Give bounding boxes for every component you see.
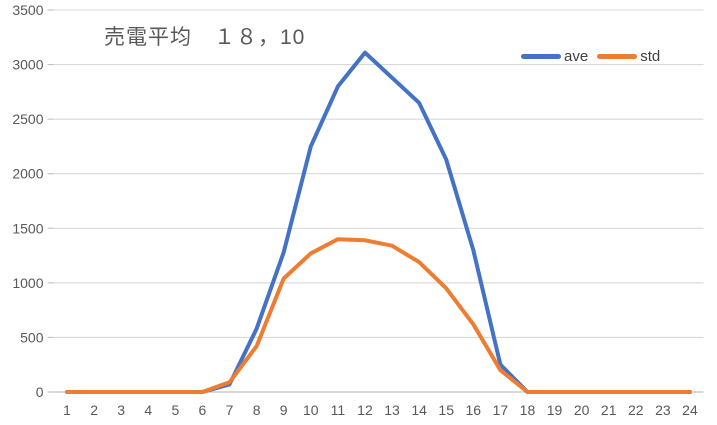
x-axis-tick-label: 24 xyxy=(682,402,698,418)
x-axis-tick-label: 6 xyxy=(199,402,207,418)
x-axis-tick-label: 5 xyxy=(171,402,179,418)
y-axis-tick-label: 3500 xyxy=(12,2,43,18)
x-axis-tick-label: 9 xyxy=(280,402,288,418)
x-axis-tick-label: 19 xyxy=(547,402,563,418)
legend-item-ave: ave xyxy=(521,49,588,64)
x-axis-tick-label: 22 xyxy=(628,402,644,418)
series-line-std xyxy=(65,237,692,394)
x-axis-tick-label: 14 xyxy=(411,402,427,418)
y-axis-tick-label: 1000 xyxy=(12,275,43,291)
y-axis-tick-label: 1500 xyxy=(12,220,43,236)
y-axis-tick-label: 0 xyxy=(36,384,44,400)
x-axis-tick-label: 13 xyxy=(384,402,400,418)
y-axis-tick-label: 2000 xyxy=(12,166,43,182)
x-axis-tick-label: 10 xyxy=(303,402,319,418)
x-axis-tick-label: 12 xyxy=(357,402,373,418)
x-axis-tick-label: 16 xyxy=(466,402,482,418)
series-line-ave xyxy=(65,50,692,394)
legend-swatch-std xyxy=(597,54,638,59)
x-axis-tick-label: 15 xyxy=(438,402,454,418)
y-axis-tick-label: 2500 xyxy=(12,111,43,127)
legend-label-std: std xyxy=(640,48,661,65)
x-axis-tick-label: 4 xyxy=(144,402,152,418)
x-axis-tick-label: 2 xyxy=(90,402,98,418)
legend-item-std: std xyxy=(597,49,660,64)
x-axis-tick-label: 7 xyxy=(226,402,234,418)
x-axis-tick-label: 21 xyxy=(601,402,617,418)
chart-legend: ave std xyxy=(521,49,660,64)
x-axis-tick-label: 17 xyxy=(493,402,509,418)
x-axis-tick-label: 18 xyxy=(520,402,536,418)
legend-swatch-ave xyxy=(521,54,561,59)
y-axis-tick-label: 500 xyxy=(20,329,44,345)
x-axis-tick-label: 11 xyxy=(331,402,346,418)
x-axis-tick-label: 3 xyxy=(117,402,125,418)
x-axis-tick-label: 20 xyxy=(574,402,590,418)
legend-label-ave: ave xyxy=(564,48,589,65)
y-axis-tick-label: 3000 xyxy=(12,57,43,73)
chart-title: 売電平均 １８，10 xyxy=(104,26,306,49)
x-axis-tick-label: 1 xyxy=(63,402,71,418)
x-axis-tick-label: 23 xyxy=(655,402,671,418)
x-axis-tick-label: 8 xyxy=(253,402,261,418)
